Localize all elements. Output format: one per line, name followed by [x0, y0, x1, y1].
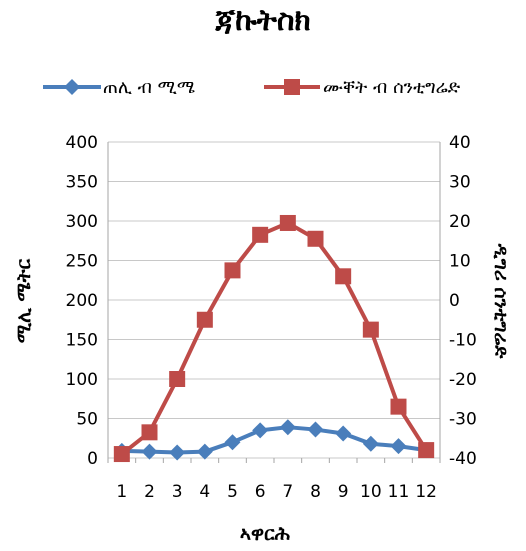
x-tick-label: 5: [227, 482, 238, 502]
data-point-precipitation: [279, 419, 296, 436]
y-tick-label-left: 50: [76, 410, 98, 430]
data-point-temperature: [362, 321, 379, 338]
x-tick-label: 10: [360, 482, 382, 502]
x-tick-label: 6: [255, 482, 266, 502]
x-tick-label: 9: [338, 482, 349, 502]
data-point-temperature: [418, 442, 435, 459]
y-tick-label-right: 40: [449, 133, 471, 153]
x-tick-label: 11: [388, 482, 410, 502]
legend-marker-precipitation: [64, 79, 80, 95]
y-tick-label-right: 10: [449, 252, 471, 272]
y-tick-label-left: 400: [66, 133, 98, 153]
x-tick-label: 2: [144, 482, 155, 502]
y-tick-label-right: 0: [449, 291, 460, 311]
legend-marker-temperature: [284, 79, 300, 95]
y-tick-label-right: -40: [449, 449, 477, 469]
series-line-temperature: [120, 220, 428, 456]
x-tick-label: 12: [415, 482, 437, 502]
data-point-precipitation: [390, 438, 407, 455]
y-tick-label-left: 300: [66, 212, 98, 232]
x-axis-title: ኣዋርሕ: [240, 523, 291, 545]
data-point-temperature: [252, 226, 269, 243]
data-point-precipitation: [252, 422, 269, 439]
data-point-temperature: [169, 371, 186, 387]
plot-area: 0 -40 50 -30 100 -20 150 -10 200 0 250 10 300 20 350 30…: [66, 133, 477, 502]
data-point-precipitation: [362, 435, 379, 452]
data-point-precipitation: [169, 444, 186, 461]
y-tick-label-right: 30: [449, 173, 471, 193]
y-tick-label-right: -20: [449, 370, 477, 390]
y-tick-label-right: -10: [449, 331, 477, 351]
y-tick-label-left: 200: [66, 291, 98, 311]
x-tick-label: 8: [310, 482, 321, 502]
data-point-precipitation: [335, 425, 352, 442]
legend: ጠሊ ብ ሚሜ ሙቐት ብ ሰንቲግሬድ: [43, 77, 461, 98]
data-point-temperature: [224, 262, 241, 279]
data-point-temperature: [307, 230, 324, 247]
y-tick-label-left: 150: [66, 331, 98, 351]
x-tick-label: 3: [172, 482, 183, 502]
y-axis-title-left: ሚሊ ሜትር: [13, 258, 35, 343]
series-line-precipitation: [121, 425, 427, 455]
x-tick-label: 7: [282, 482, 293, 502]
data-point-precipitation: [141, 443, 158, 460]
x-tick-label: 4: [199, 482, 210, 502]
data-point-precipitation: [307, 421, 324, 438]
data-point-temperature: [141, 424, 158, 441]
legend-label-precipitation: ጠሊ ብ ሚሜ: [103, 77, 195, 98]
legend-label-temperature: ሙቐት ብ ሰንቲግሬድ: [323, 77, 461, 98]
legend-item-precipitation: ጠሊ ብ ሚሜ: [43, 77, 195, 98]
data-point-temperature: [196, 311, 213, 328]
y-tick-label-right: -30: [449, 410, 477, 430]
data-point-temperature: [279, 214, 296, 231]
chart-title: ጃኩትስክ: [214, 3, 310, 38]
y-tick-label-left: 350: [66, 173, 98, 193]
x-tick-label: 1: [116, 482, 127, 502]
y-tick-label-right: 20: [449, 212, 471, 232]
legend-item-temperature: ሙቐት ብ ሰንቲግሬድ: [264, 77, 461, 98]
data-point-temperature: [113, 446, 130, 463]
y-tick-label-left: 100: [66, 370, 98, 390]
data-point-precipitation: [224, 434, 241, 451]
data-point-temperature: [335, 268, 352, 285]
y-tick-label-left: 0: [87, 449, 98, 469]
y-axis-title-right: ዲግሪ ሰንቲግሬድ: [490, 243, 512, 360]
data-point-temperature: [390, 398, 407, 415]
y-tick-label-left: 250: [66, 252, 98, 272]
data-point-precipitation: [196, 443, 213, 460]
